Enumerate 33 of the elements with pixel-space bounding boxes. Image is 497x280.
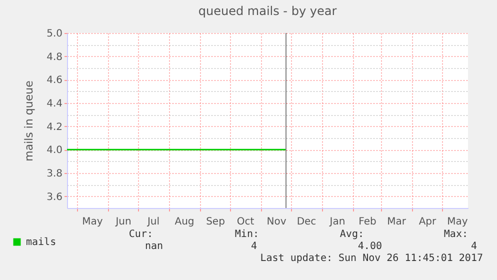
x-tick-label: Aug bbox=[174, 216, 194, 228]
y-tick-label: 4.8 bbox=[46, 52, 62, 63]
y-tick-label: 3.8 bbox=[46, 168, 62, 180]
text: 4.00 bbox=[358, 241, 382, 252]
x-tick-label: Oct bbox=[236, 216, 254, 228]
y-tick-label: 4.0 bbox=[46, 145, 62, 156]
x-tick-label: May bbox=[447, 216, 468, 228]
text: nan bbox=[144, 241, 163, 252]
x-tick-label: Apr bbox=[418, 216, 438, 228]
x-tick-label: Jan bbox=[328, 216, 346, 228]
text: Avg: bbox=[340, 229, 364, 240]
text: Max: bbox=[444, 229, 468, 240]
y-tick-label: 4.2 bbox=[46, 122, 62, 133]
legend-label: mails bbox=[26, 237, 56, 248]
text: 4 bbox=[470, 241, 477, 252]
x-tick-label: Jul bbox=[146, 216, 160, 228]
x-tick-label: May bbox=[82, 216, 103, 228]
y-tick-label: 4.6 bbox=[46, 75, 62, 86]
y-tick-label: 3.6 bbox=[46, 192, 62, 203]
text: Min: bbox=[234, 229, 259, 240]
y-tick-label: 4.4 bbox=[46, 98, 62, 110]
x-tick-label: Sep bbox=[206, 216, 225, 228]
y-axis-title: mails in queue bbox=[22, 80, 36, 162]
x-tick-label: Dec bbox=[296, 216, 316, 228]
x-tick-label: Feb bbox=[358, 216, 376, 228]
text: Cur: bbox=[128, 229, 153, 240]
chart-title: queued mails - by year bbox=[198, 4, 337, 18]
y-tick-label: 5.0 bbox=[46, 28, 62, 40]
x-tick-label: Nov bbox=[266, 216, 286, 228]
text: 4 bbox=[250, 241, 257, 252]
x-tick-label: Jun bbox=[114, 216, 132, 228]
x-tick-label: Mar bbox=[387, 216, 407, 228]
text: Last update: Sun Nov 26 11:45:01 2017 bbox=[260, 253, 483, 264]
